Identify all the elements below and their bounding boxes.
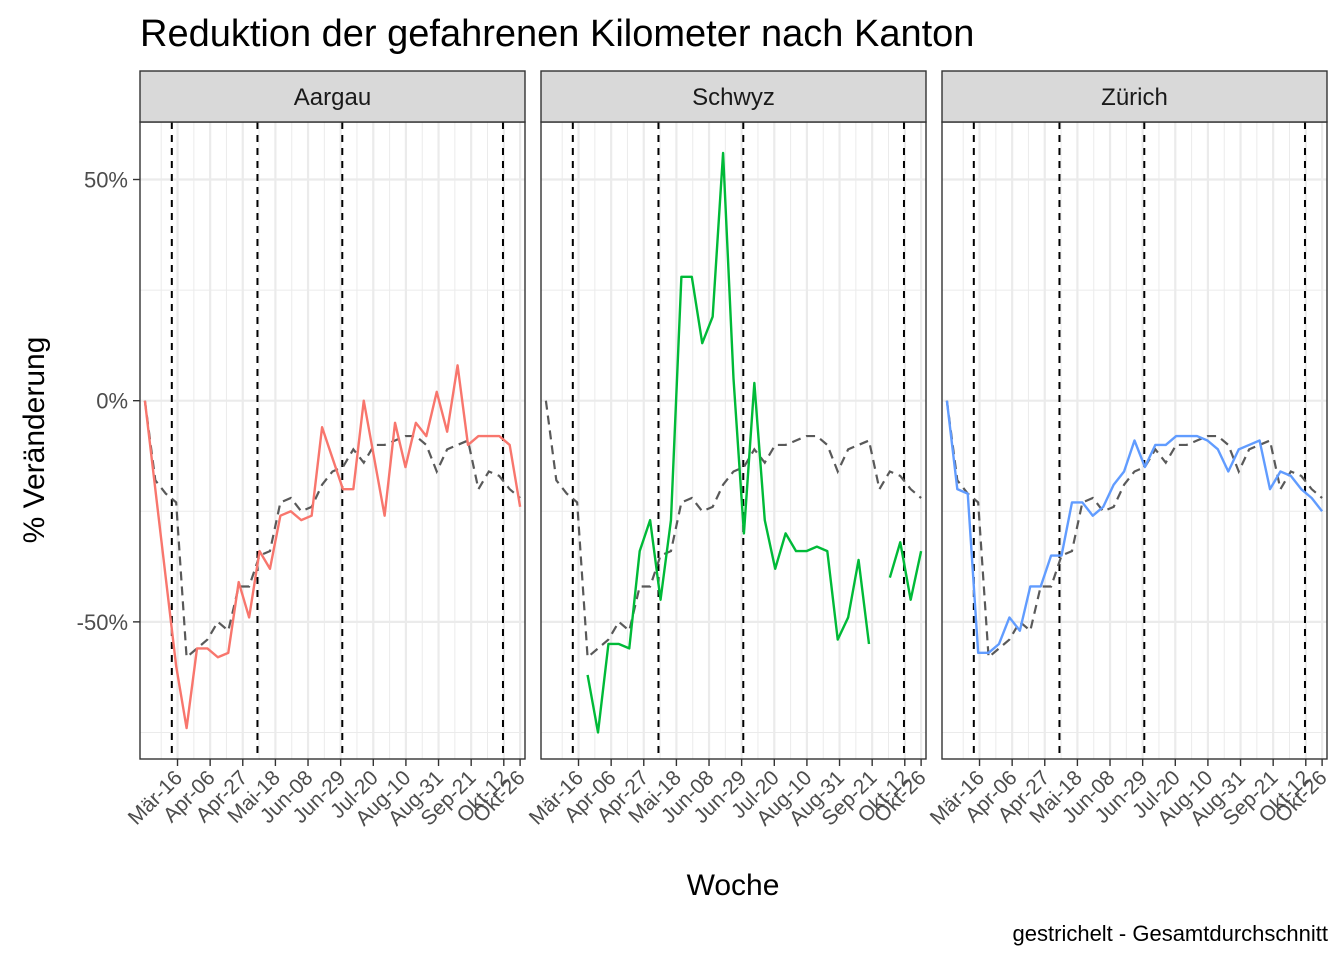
x-axis-title: Woche (687, 869, 780, 902)
y-tick-label: 50% (84, 168, 128, 193)
strip-label: Zürich (1101, 84, 1168, 111)
average-line (143, 400, 521, 660)
strip-background (540, 70, 927, 123)
series-line (586, 151, 871, 734)
chart-title: Reduktion der gefahrenen Kilometer nach … (140, 13, 974, 55)
panel-schwyz: SchwyzMär-16Apr-06Apr-27Mai-18Jun-08Jun-… (525, 70, 931, 830)
strip-background (139, 70, 526, 123)
y-tick-label: -50% (77, 610, 128, 635)
panel-background (140, 122, 525, 759)
y-axis-ticks: 50% 0% -50% (77, 168, 140, 635)
strip-label: Aargau (294, 84, 371, 111)
y-tick-label: 0% (96, 389, 128, 414)
panel-zrich: ZürichMär-16Apr-06Apr-27Mai-18Jun-08Jun-… (926, 70, 1332, 830)
series-line (945, 400, 1324, 655)
average-line (544, 400, 922, 660)
strip-background (941, 70, 1328, 123)
average-line (945, 400, 1323, 660)
series-line (143, 364, 522, 730)
series-line (888, 541, 923, 601)
chart-caption: gestrichelt - Gesamtdurchschnitt (1013, 921, 1328, 946)
y-axis-title: % Veränderung (18, 337, 51, 544)
panels: AargauMär-16Apr-06Apr-27Mai-18Jun-08Jun-… (124, 70, 1332, 830)
panel-background (541, 122, 926, 759)
panel-aargau: AargauMär-16Apr-06Apr-27Mai-18Jun-08Jun-… (124, 70, 530, 830)
strip-label: Schwyz (692, 84, 775, 111)
